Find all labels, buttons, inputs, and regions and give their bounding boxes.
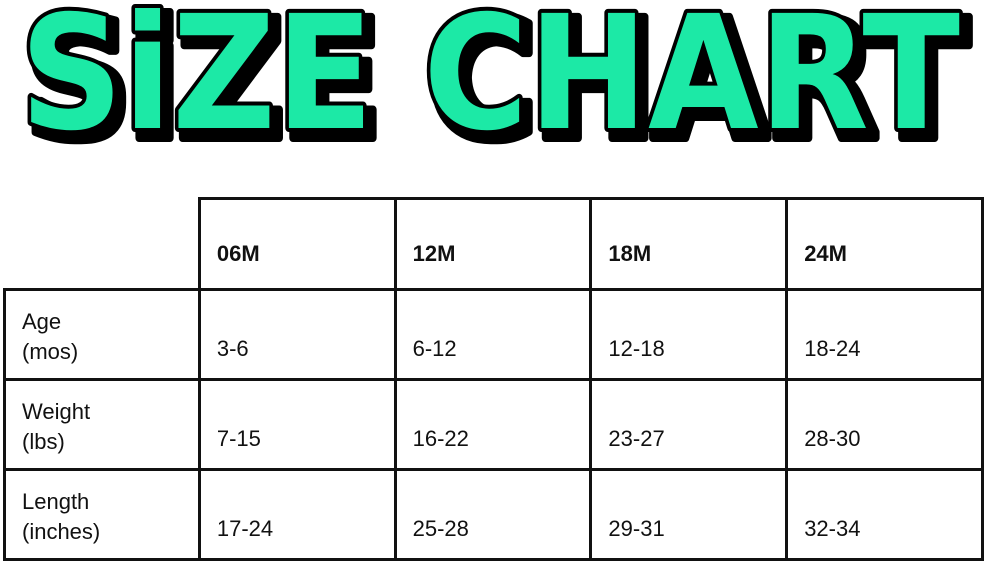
table-cell: 29-31 xyxy=(589,468,789,561)
row-header: Age (mos) xyxy=(3,288,201,381)
column-header: 06M xyxy=(197,197,397,291)
table-cell: 3-6 xyxy=(197,288,397,381)
size-chart-title: SiZE CHART xyxy=(16,0,964,150)
table-cell: 7-15 xyxy=(197,378,397,471)
table-cell: 32-34 xyxy=(785,468,984,561)
row-label: Age xyxy=(22,309,62,334)
table-cell: 17-24 xyxy=(197,468,397,561)
row-unit: (lbs) xyxy=(22,429,65,454)
title-text: SiZE CHART xyxy=(20,0,960,150)
row-label: Length xyxy=(22,489,90,514)
row-unit: (mos) xyxy=(22,339,79,364)
column-header: 12M xyxy=(393,197,593,291)
column-header: 18M xyxy=(589,197,789,291)
table-row: Length (inches) 17-24 25-28 29-31 32-34 xyxy=(3,468,984,561)
corner-cell xyxy=(4,198,201,291)
table-cell: 28-30 xyxy=(785,378,984,471)
table-cell: 25-28 xyxy=(393,468,593,561)
table-cell: 6-12 xyxy=(393,288,593,381)
table-cell: 23-27 xyxy=(589,378,789,471)
row-unit: (inches) xyxy=(22,519,101,544)
header-row: 06M 12M 18M 24M xyxy=(4,197,984,291)
table-cell: 18-24 xyxy=(785,288,984,381)
column-header: 24M xyxy=(785,197,984,291)
row-header: Length (inches) xyxy=(3,468,201,561)
row-label: Weight xyxy=(22,399,91,424)
table-row: Weight (lbs) 7-15 16-22 23-27 28-30 xyxy=(3,378,984,471)
size-table: 06M 12M 18M 24M Age (mos) 3-6 6-12 12-18 … xyxy=(3,197,984,561)
row-header: Weight (lbs) xyxy=(3,378,201,471)
table-cell: 12-18 xyxy=(589,288,789,381)
table-cell: 16-22 xyxy=(393,378,593,471)
table-row: Age (mos) 3-6 6-12 12-18 18-24 xyxy=(3,288,984,381)
